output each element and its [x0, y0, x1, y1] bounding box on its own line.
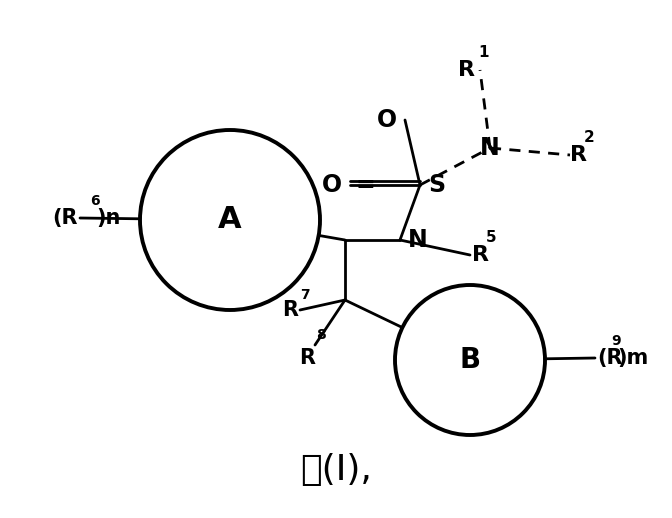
- Text: R: R: [570, 145, 587, 165]
- Text: R: R: [282, 300, 298, 320]
- Text: 式(I),: 式(I),: [300, 453, 372, 487]
- Text: 8: 8: [316, 328, 326, 342]
- Text: 6: 6: [90, 194, 99, 208]
- Text: N: N: [408, 228, 428, 252]
- Text: (R: (R: [597, 348, 622, 368]
- Text: S: S: [428, 173, 445, 197]
- Text: 7: 7: [300, 288, 310, 302]
- Text: O: O: [377, 108, 397, 132]
- Text: =: =: [355, 173, 375, 197]
- Text: O: O: [322, 173, 342, 197]
- Text: (R: (R: [52, 208, 78, 228]
- Text: )m: )m: [617, 348, 648, 368]
- Text: A: A: [218, 206, 242, 235]
- Text: B: B: [460, 346, 480, 374]
- Text: R: R: [458, 60, 475, 80]
- Text: 9: 9: [611, 334, 621, 348]
- Text: 2: 2: [584, 130, 595, 145]
- Text: 1: 1: [478, 45, 489, 60]
- Text: )n: )n: [96, 208, 120, 228]
- Text: N: N: [480, 136, 500, 160]
- Text: R: R: [472, 245, 489, 265]
- Text: R: R: [299, 348, 315, 368]
- Text: 5: 5: [486, 230, 497, 245]
